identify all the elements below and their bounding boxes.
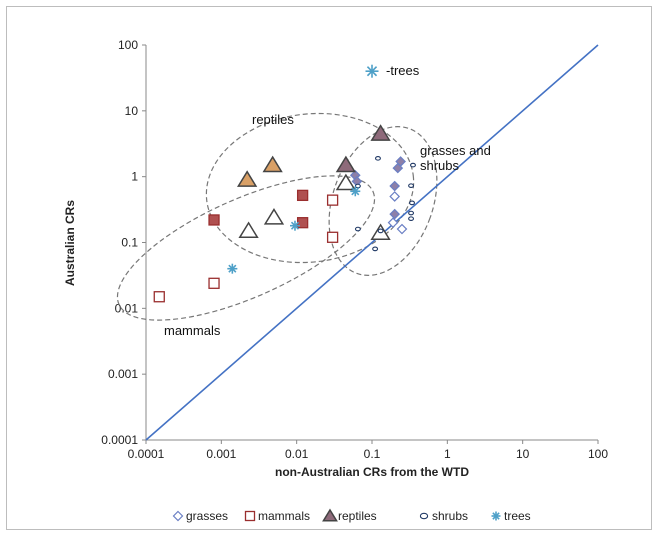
reptiles-point: [263, 208, 285, 225]
reptiles-group-ellipse: [205, 112, 415, 264]
trees-point: [289, 220, 300, 231]
x-tick-label: 0.01: [285, 447, 309, 461]
x-tick-label: 0.0001: [128, 447, 165, 461]
x-tick-label: 100: [588, 447, 608, 461]
annotation-grasses-and: grasses and: [420, 143, 491, 158]
x-axis-ticks: 0.0001 0.001 0.01 0.1 1 10 100: [128, 440, 608, 461]
mammals-series: [153, 189, 339, 303]
y-axis-title: Australian CRs: [63, 200, 77, 286]
y-axis-ticks: 0.0001 0.001 0.01 0.1 1 10 100: [101, 38, 146, 447]
trees-series: [227, 64, 379, 274]
trees-point: [227, 263, 238, 274]
x-axis-title: non-Australian CRs from the WTD: [275, 465, 469, 479]
reptiles-point: [335, 155, 357, 173]
legend-grasses-label: grasses: [186, 509, 228, 523]
legend-reptiles-swatch: [322, 508, 338, 522]
mammals-point: [296, 189, 309, 202]
annotation-mammals: mammals: [164, 323, 221, 338]
annotation-trees: -trees: [386, 63, 420, 78]
y-tick-label: 0.001: [108, 367, 138, 381]
one-to-one-line: [145, 44, 599, 441]
reptiles-series: [236, 124, 391, 241]
grasses-point: [396, 223, 408, 235]
legend-shrubs-label: shrubs: [432, 509, 468, 523]
x-tick-label: 0.1: [364, 447, 381, 461]
x-tick-label: 0.001: [206, 447, 236, 461]
reptiles-point: [370, 124, 391, 141]
y-tick-label: 0.0001: [101, 433, 138, 447]
grasses-point: [389, 191, 401, 202]
y-tick-label: 0.1: [121, 236, 138, 250]
legend-trees-label: trees: [504, 509, 531, 523]
legend-reptiles-label: reptiles: [338, 509, 377, 523]
shrubs-point: [377, 228, 384, 234]
grasses-point: [395, 156, 406, 167]
reptiles-point: [262, 155, 283, 173]
reptiles-point: [335, 173, 357, 191]
annotation-reptiles: reptiles: [252, 112, 294, 127]
grasses-series: [349, 156, 408, 235]
shrubs-series: [354, 155, 416, 252]
mammals-point: [153, 291, 165, 303]
annotation-shrubs: shrubs: [420, 158, 460, 173]
mammals-group-ellipse: [116, 175, 376, 321]
grasses-point: [387, 217, 399, 229]
y-tick-label: 100: [118, 38, 138, 52]
grasses-point: [389, 180, 401, 192]
shrubs-point: [408, 216, 415, 222]
legend-mammals-label: mammals: [258, 509, 310, 523]
legend-trees-swatch: [491, 511, 501, 521]
y-tick-label: 10: [125, 104, 139, 118]
legend-mammals-swatch: [244, 510, 256, 522]
trees-point: [365, 64, 379, 78]
chart-frame: [6, 6, 652, 530]
shrubs-point: [408, 183, 415, 189]
trees-point: [350, 186, 361, 197]
mammals-point: [208, 277, 220, 289]
x-tick-label: 1: [444, 447, 451, 461]
legend-grasses-swatch: [172, 510, 184, 522]
shrubs-point: [375, 155, 381, 161]
mammals-point: [326, 194, 339, 206]
shrubs-point: [372, 246, 379, 252]
y-tick-label: 0.01: [115, 301, 139, 315]
mammals-point: [326, 231, 339, 243]
shrubs-point: [410, 162, 416, 168]
grasses-point: [389, 208, 401, 220]
reptiles-point: [238, 221, 259, 239]
mammals-point: [208, 214, 220, 226]
y-tick-label: 1: [131, 170, 138, 184]
legend: grasses mammals reptiles shrubs trees: [172, 508, 531, 523]
reptiles-point: [236, 170, 258, 187]
shrubs-point: [409, 200, 415, 206]
grasses-shrubs-group-ellipse: [328, 126, 438, 276]
legend-shrubs-swatch: [419, 512, 429, 520]
shrubs-point: [354, 226, 361, 232]
shrubs-point: [354, 183, 361, 189]
shrubs-point: [408, 210, 415, 216]
x-tick-label: 10: [516, 447, 530, 461]
data-points: [153, 64, 416, 303]
